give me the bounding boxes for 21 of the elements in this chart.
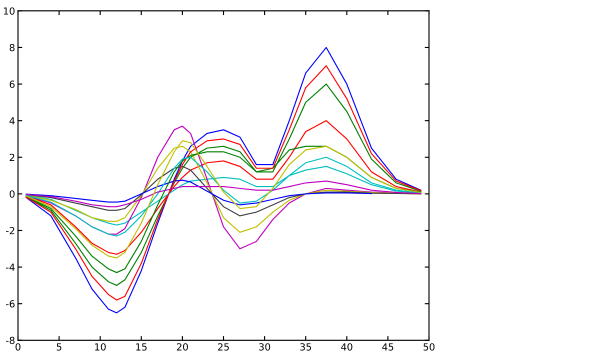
x-tick-label: 50 xyxy=(424,343,435,351)
x-tick-label: 40 xyxy=(341,343,352,351)
y-tick-label: -6 xyxy=(6,300,15,308)
y-tick-label: 8 xyxy=(10,44,15,52)
x-tick-label: 35 xyxy=(300,343,312,351)
x-tick-label: 0 xyxy=(16,343,20,351)
y-tick-label: 0 xyxy=(10,190,15,198)
x-tick-label: 45 xyxy=(382,343,394,351)
y-tick-label: 6 xyxy=(10,80,15,88)
y-tick-label: 4 xyxy=(10,117,15,124)
x-tick-label: 5 xyxy=(56,343,62,351)
x-tick-label: 20 xyxy=(176,343,188,351)
x-tick-label: 30 xyxy=(259,343,270,351)
y-tick-label: -2 xyxy=(6,226,14,234)
y-tick-label: -8 xyxy=(6,336,15,344)
y-tick-label: 10 xyxy=(4,7,15,15)
x-tick-label: 10 xyxy=(95,343,106,351)
x-tick-label: 25 xyxy=(218,343,229,351)
y-tick-label: -4 xyxy=(6,264,15,271)
x-tick-label: 15 xyxy=(136,343,147,351)
y-tick-label: 2 xyxy=(10,154,14,161)
